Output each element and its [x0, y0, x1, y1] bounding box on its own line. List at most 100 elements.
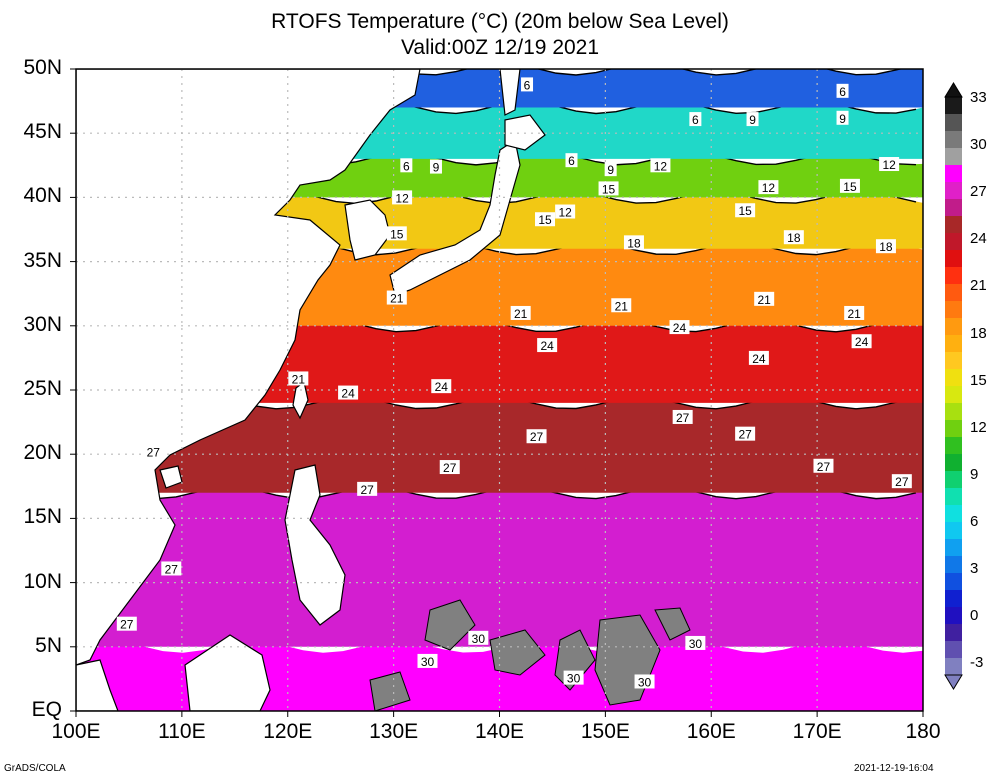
contour-label: 21: [758, 293, 772, 307]
colorbar-swatch: [945, 573, 962, 591]
contour-label: 6: [524, 78, 531, 92]
colorbar-swatch: [945, 539, 962, 557]
colorbar-label: 21: [970, 277, 987, 295]
contour-label-bg: [288, 371, 309, 386]
title-line-1: RTOFS Temperature (°C) (20m below Sea Le…: [271, 10, 729, 33]
contour-label: 21: [848, 307, 862, 321]
contour-label-bg: [400, 158, 413, 173]
contour-label-bg: [844, 305, 865, 320]
colorbar-swatch: [945, 267, 962, 285]
footer-timestamp: 2021-12-19-16:04: [854, 763, 934, 774]
colorbar-swatch: [945, 284, 962, 302]
contour-label: 9: [433, 161, 440, 175]
contour-label: 21: [390, 292, 404, 306]
longitude-label: 180: [905, 720, 941, 743]
contour-label-bg: [839, 178, 860, 193]
contour-label-bg: [735, 203, 756, 218]
contour-label: 21: [514, 307, 528, 321]
contour-label-bg: [813, 458, 834, 473]
colorbar-swatch: [945, 148, 962, 166]
contour-label: 27: [817, 460, 831, 474]
contour-label-bg: [510, 305, 531, 320]
contour-label-bg: [598, 181, 619, 196]
colorbar-label: 12: [970, 418, 987, 436]
colorbar-bottom-arrow: [944, 674, 963, 690]
colorbar-swatch: [945, 386, 962, 404]
contour-label-bg: [439, 460, 460, 475]
colorbar-swatch: [945, 607, 962, 625]
colorbar-label: 27: [970, 183, 987, 201]
contour-label-bg: [735, 426, 756, 441]
contour-label-bg: [611, 298, 632, 313]
patch-warm-pool-2: [489, 629, 546, 676]
contour-label-bg: [685, 635, 706, 650]
contour-label-bg: [891, 474, 912, 489]
contour-label-bg: [338, 385, 359, 400]
contour-label: 9: [839, 112, 846, 126]
contour-label-bg: [851, 334, 872, 349]
contour-label: 24: [341, 387, 355, 401]
contour-label: 24: [435, 380, 449, 394]
landmass-asia-mainland: [76, 69, 421, 666]
contour-label-bg: [555, 204, 576, 219]
colorbar-label: -3: [970, 654, 984, 672]
contour-label-bg: [161, 561, 182, 576]
longitude-label: 160E: [686, 720, 736, 743]
longitude-label: 170E: [792, 720, 842, 743]
latitude-label: 35N: [23, 248, 62, 272]
contour-label: 15: [602, 182, 616, 196]
axis-ticks: [70, 68, 924, 717]
contour-label-bg: [116, 616, 137, 631]
latitude-label: 10N: [23, 569, 62, 593]
longitude-label: 140E: [474, 720, 525, 743]
contour-label: 6: [568, 154, 575, 168]
contour-label: 30: [638, 675, 652, 689]
footer-credit: GrADS/COLA: [4, 763, 66, 774]
contour-label-bg: [563, 670, 584, 685]
contour-label-bg: [392, 190, 413, 205]
contour-label: 15: [390, 227, 404, 241]
contour-label: 6: [692, 113, 699, 127]
colorbar-swatch: [945, 556, 962, 574]
colorbar-swatch: [945, 471, 962, 489]
contour-label: 21: [615, 299, 629, 313]
contour-label-bg: [521, 77, 534, 92]
contour-labels: 6 6 6 6 6 9 9 9 9 12 12 12 12 12 15 15 15 15 15 18 18 18 21 21 2…: [116, 77, 912, 689]
contour-label-bg: [537, 338, 558, 353]
contour-label: 12: [395, 191, 409, 205]
contour-label: 21: [292, 372, 306, 386]
latitude-label: 25N: [23, 377, 62, 400]
landmass-malay-peninsula: [76, 659, 119, 711]
colorbar-swatch: [945, 505, 962, 523]
colorbar-label: 30: [970, 136, 987, 154]
contour-label-bg: [836, 110, 849, 125]
contour-label: 30: [421, 655, 435, 669]
colorbar-swatch: [945, 658, 962, 676]
contour-label: 30: [567, 672, 581, 686]
contour-label: 9: [749, 113, 756, 127]
colorbar-swatch: [945, 641, 962, 659]
contour-label-bg: [879, 157, 900, 172]
contour-label-bg: [143, 444, 164, 459]
contour-label-bg: [836, 83, 849, 98]
contour-label: 12: [882, 158, 896, 172]
colorbar-label: 24: [970, 230, 987, 248]
contour-label: 27: [165, 562, 179, 576]
longitude-label: 150E: [580, 720, 630, 743]
colorbar-swatch: [945, 488, 962, 506]
colorbar-swatch: [945, 97, 962, 115]
patch-warm-pool-6: [369, 671, 411, 711]
colorbar-swatch: [945, 114, 962, 132]
colorbar-swatch: [945, 369, 962, 387]
contour-label-bg: [748, 350, 769, 365]
contour-label: 30: [689, 637, 703, 651]
colorbar-swatch: [945, 131, 962, 149]
contour-label-bg: [689, 112, 702, 127]
contour-label-bg: [431, 379, 452, 394]
contour-label: 24: [673, 321, 687, 335]
colorbar-swatch: [945, 335, 962, 353]
colorbar-swatch: [945, 403, 962, 421]
contour-label: 15: [843, 180, 857, 194]
contour-label: 27: [530, 430, 544, 444]
contour-label-bg: [386, 226, 407, 241]
